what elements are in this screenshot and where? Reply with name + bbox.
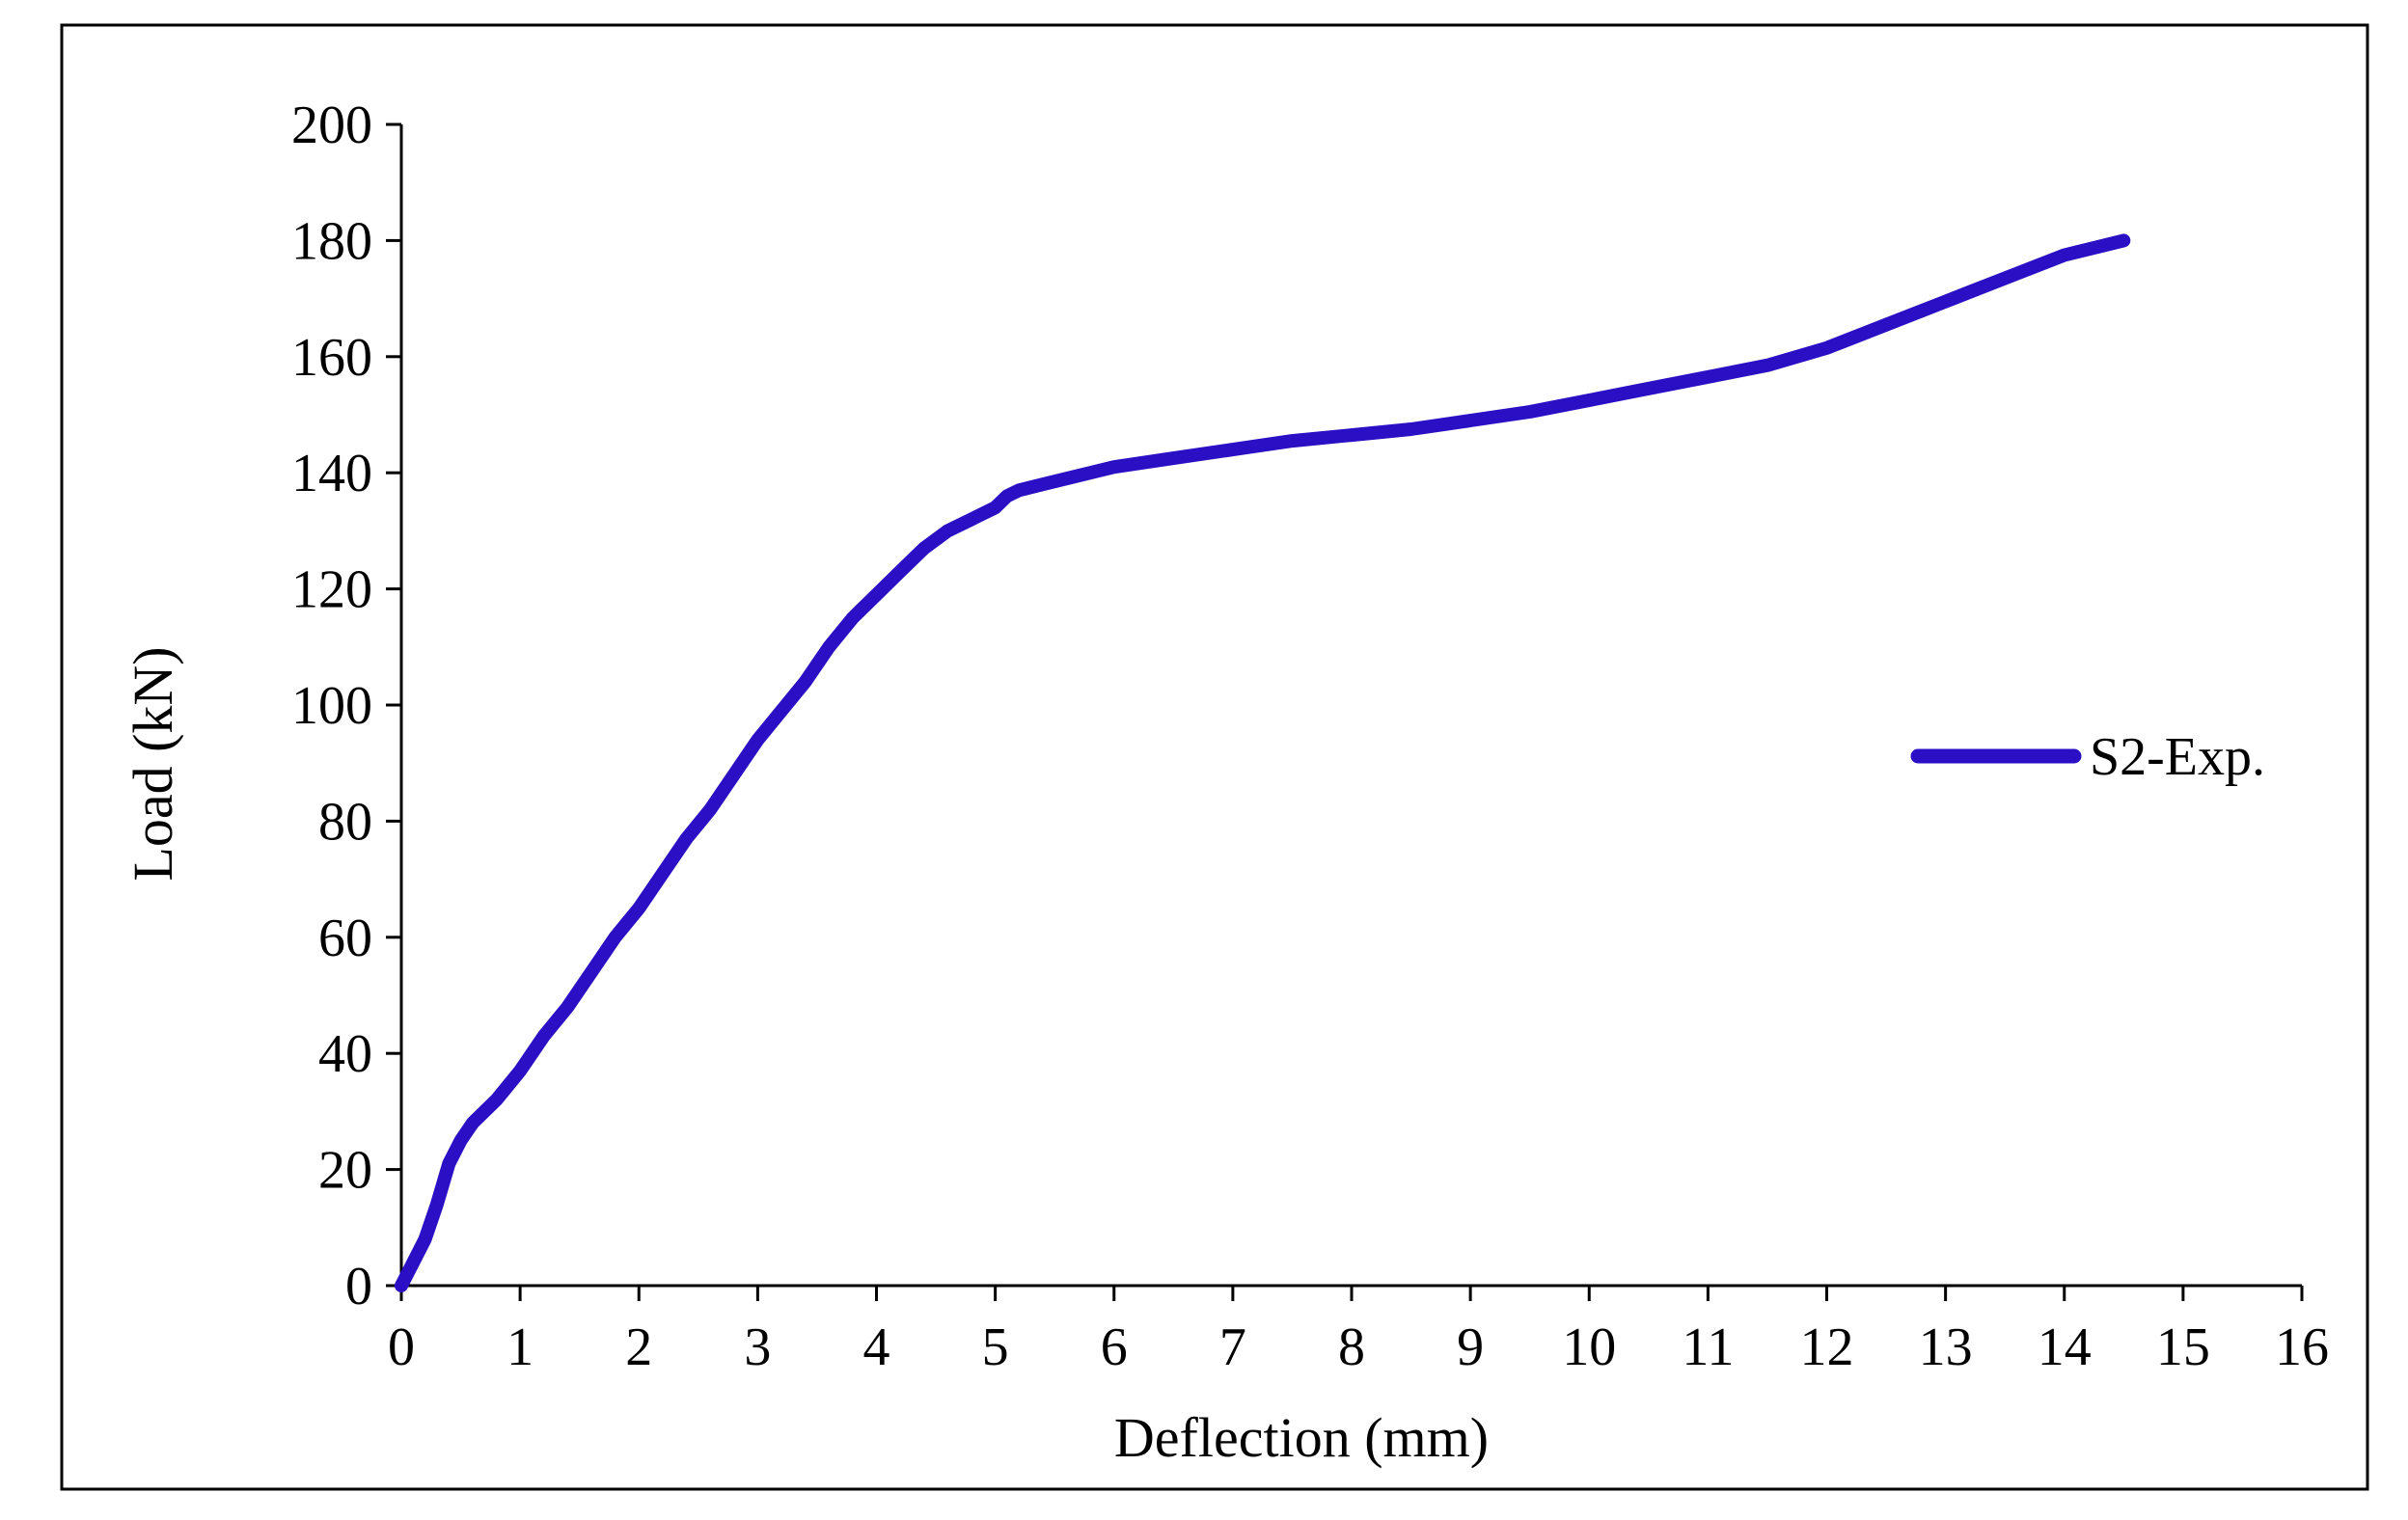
y-tick-label: 40	[318, 1024, 372, 1084]
x-tick-label: 0	[388, 1317, 415, 1377]
x-tick-label: 3	[744, 1317, 771, 1377]
x-tick-label: 15	[2156, 1317, 2210, 1377]
series-line	[395, 233, 2131, 1292]
x-tick-label: 14	[2038, 1317, 2092, 1377]
y-tick-label: 60	[318, 909, 372, 968]
y-tick-label: 120	[291, 560, 372, 620]
y-tick-label: 0	[345, 1257, 372, 1316]
y-tick-label: 200	[291, 95, 372, 155]
x-tick-label: 4	[863, 1317, 890, 1377]
x-tick-label: 1	[506, 1317, 534, 1377]
y-tick-label: 180	[291, 211, 372, 271]
legend-label: S2-Exp.	[2090, 727, 2265, 787]
x-tick-label: 12	[1800, 1317, 1854, 1377]
x-tick-label: 13	[1919, 1317, 1973, 1377]
x-tick-label: 11	[1682, 1317, 1734, 1377]
y-tick-label: 140	[291, 444, 372, 503]
y-tick-label: 20	[318, 1141, 372, 1201]
series-layer	[395, 233, 2131, 1292]
y-tick-label: 80	[318, 792, 372, 852]
x-tick-label: 16	[2275, 1317, 2329, 1377]
x-tick-label: 7	[1219, 1317, 1246, 1377]
legend: S2-Exp.	[1910, 727, 2265, 787]
x-tick-label: 8	[1338, 1317, 1365, 1377]
y-tick-label: 100	[291, 676, 372, 736]
x-tick-label: 2	[625, 1317, 652, 1377]
x-tick-label: 5	[982, 1317, 1009, 1377]
y-axis-title: Load (kN)	[122, 646, 184, 881]
x-tick-label: 9	[1457, 1317, 1484, 1377]
y-tick-label: 160	[291, 328, 372, 388]
x-tick-label: 6	[1101, 1317, 1128, 1377]
x-tick-label: 10	[1562, 1317, 1616, 1377]
x-axis-title: Deflection (mm)	[1114, 1406, 1489, 1469]
